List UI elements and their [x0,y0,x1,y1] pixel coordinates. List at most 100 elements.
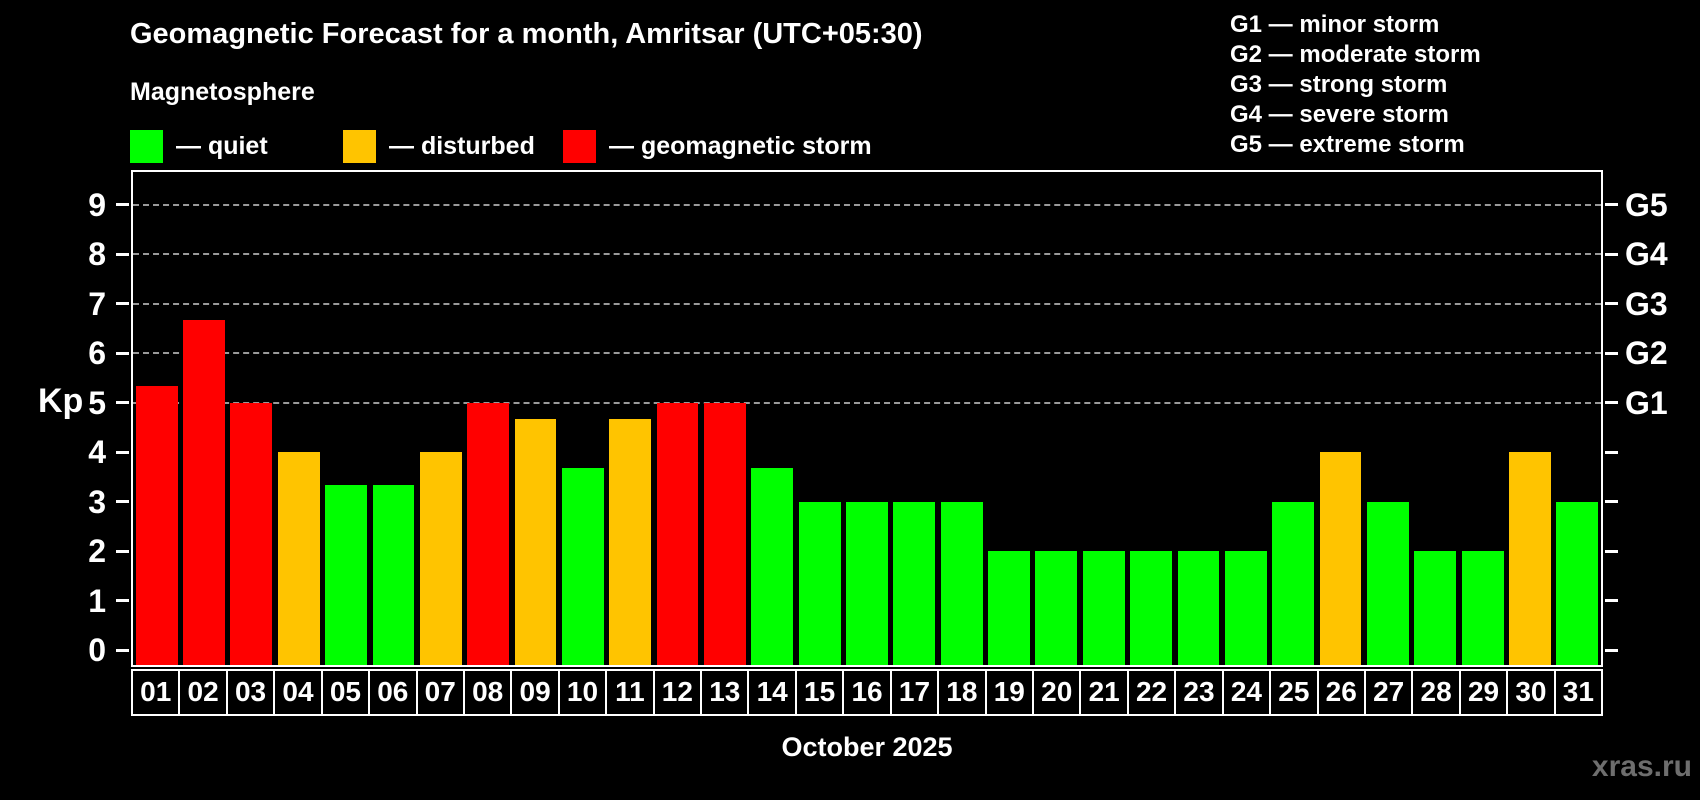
chart-title: Geomagnetic Forecast for a month, Amrits… [130,18,923,50]
magnetosphere-legend: — quiet — disturbed — geomagnetic storm [0,130,1100,166]
day-label-16: 16 [842,669,892,716]
day-label-15: 15 [794,669,845,716]
y-tick-label-7: 7 [88,285,106,322]
bar-day-02 [183,319,225,665]
day-label-06: 06 [368,669,418,716]
g-scale-label-g4: G4 [1625,236,1668,272]
bar-day-27 [1366,501,1409,665]
bar-day-01 [135,386,178,665]
y-tick-left-7 [116,302,129,305]
day-label-19: 19 [984,669,1035,716]
y-tick-left-5 [116,401,129,404]
bar-day-23 [1177,551,1220,665]
y-tick-label-9: 9 [88,186,106,223]
y-tick-label-2: 2 [88,533,106,569]
day-label-09: 09 [510,669,560,716]
y-tick-label-1: 1 [88,582,106,619]
day-label-02: 02 [178,669,228,716]
bar-day-05 [325,485,367,665]
day-label-20: 20 [1032,669,1082,716]
legend-item-storm: — geomagnetic storm [563,130,872,163]
legend-label-disturbed: — disturbed [389,132,535,160]
day-label-08: 08 [462,669,513,716]
y-tick-right-6 [1605,351,1618,355]
y-tick-left-1 [116,599,129,602]
bar-day-16 [846,501,888,665]
y-tick-label-0: 0 [88,632,106,668]
y-tick-right-5 [1605,401,1618,404]
bar-day-11 [609,418,652,665]
y-tick-left-6 [116,351,129,355]
y-tick-right-7 [1605,302,1618,305]
storm-scale-line-g1: G1 — minor storm [1230,11,1440,38]
bar-day-07 [419,452,462,665]
legend-label-storm: — geomagnetic storm [609,132,872,160]
legend-label-quiet: — quiet [176,132,268,160]
storm-scale-line-g3: G3 — strong storm [1230,71,1448,98]
y-tick-right-0 [1605,648,1618,652]
day-label-24: 24 [1221,669,1272,716]
y-tick-left-4 [116,450,129,454]
day-label-31: 31 [1553,669,1604,716]
y-tick-left-3 [116,500,129,503]
day-label-12: 12 [652,669,703,716]
day-label-25: 25 [1269,669,1319,716]
bar-day-19 [988,551,1030,665]
day-label-14: 14 [747,669,797,716]
day-label-23: 23 [1174,669,1224,716]
day-label-17: 17 [889,669,940,716]
y-tick-right-2 [1605,549,1618,553]
day-label-05: 05 [320,669,371,716]
bar-day-08 [467,402,510,665]
day-label-28: 28 [1411,669,1461,716]
chart-subtitle: Magnetosphere [130,78,315,106]
day-label-27: 27 [1363,669,1414,716]
bar-day-03 [230,402,273,665]
bar-day-20 [1035,551,1078,665]
y-tick-label-5: 5 [88,384,106,421]
plot-area: 0 1 2 3 4 5 6 7 8 9 G1 G2 G3 G4 G5 [88,170,1668,667]
bar-day-31 [1556,501,1599,665]
storm-color-swatch [563,130,596,163]
disturbed-color-swatch [343,130,376,163]
plot-inner: 0 1 2 3 4 5 6 7 8 9 G1 G2 G3 G4 G5 [88,172,1667,667]
y-tick-left-2 [116,549,129,553]
gridline-kp6 [133,352,1601,354]
day-label-30: 30 [1506,669,1556,716]
storm-scale-line-g4: G4 — severe storm [1230,101,1449,128]
g-scale-label-g2: G2 [1625,335,1668,371]
bar-day-04 [277,452,320,665]
gridline-kp8 [133,253,1601,255]
y-tick-label-8: 8 [88,236,106,272]
x-axis-day-labels: 01 02 03 04 05 06 07 08 09 10 11 12 13 14 15 16 17 18 19 20… [131,669,1604,716]
legend-item-disturbed: — disturbed [343,130,535,163]
bar-day-09 [514,418,557,665]
storm-scale-line-g5: G5 — extreme storm [1230,131,1465,158]
y-tick-right-8 [1605,252,1618,256]
day-label-07: 07 [415,669,465,716]
bar-day-21 [1082,551,1125,665]
day-label-10: 10 [557,669,608,716]
bar-day-30 [1509,452,1551,665]
bar-day-12 [656,402,699,665]
y-tick-right-3 [1605,500,1618,503]
g-scale-label-g1: G1 [1625,384,1668,421]
y-tick-right-1 [1605,599,1618,602]
y-tick-right-9 [1605,203,1618,206]
bar-day-18 [940,501,983,665]
day-label-04: 04 [273,669,323,716]
bar-day-14 [751,468,794,665]
gridline-kp5 [133,401,1601,404]
bar-day-06 [372,485,415,665]
gridline-kp7 [133,302,1601,305]
y-tick-right-4 [1605,450,1618,454]
bar-day-26 [1319,452,1362,665]
day-label-11: 11 [605,669,655,716]
g-scale-label-g5: G5 [1625,186,1668,223]
bar-day-24 [1224,551,1267,665]
gridline-kp9 [133,203,1601,206]
day-label-21: 21 [1079,669,1129,716]
quiet-color-swatch [130,130,163,163]
watermark: xras.ru [1591,750,1692,783]
